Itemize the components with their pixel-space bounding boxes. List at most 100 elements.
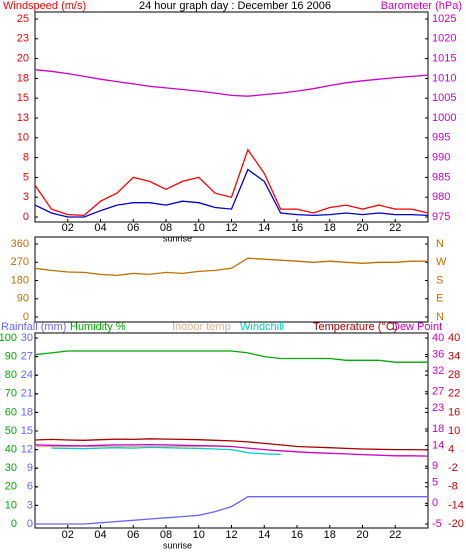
x-tick-label: 08 <box>160 529 172 541</box>
x-tick-label: 12 <box>225 222 237 234</box>
y-tick-label: S <box>436 274 443 286</box>
x-tick-label: 22 <box>389 222 401 234</box>
y-tick-label: 0 <box>27 518 33 530</box>
y-tick-label: 30 <box>21 332 33 344</box>
y-tick-label: 360 <box>11 238 29 250</box>
y-tick-label: 1015 <box>432 53 456 65</box>
x-tick-label: 12 <box>225 529 237 541</box>
y-tick-label: 16 <box>448 406 460 418</box>
series-line <box>34 257 428 277</box>
y-tick-label: -8 <box>448 481 458 493</box>
y-tick-label: E <box>436 293 443 305</box>
x-tick-label: 18 <box>324 222 336 234</box>
y-tick-label: 995 <box>432 132 450 144</box>
y-tick-label: 3 <box>27 499 33 511</box>
y-tick-label: 180 <box>11 274 29 286</box>
y-tick-label: -5 <box>432 518 442 530</box>
y-tick-label: 0 <box>23 211 29 223</box>
y-tick-label: 975 <box>432 211 450 223</box>
y-tick-label: 21 <box>21 388 33 400</box>
y-tick-label: 985 <box>432 171 450 183</box>
y-tick-label: 1005 <box>432 92 456 104</box>
legend-label: Windspeed (m/s) <box>3 0 86 12</box>
x-tick-label: 20 <box>356 529 368 541</box>
y-tick-label: 5 <box>23 171 29 183</box>
y-tick-label: 90 <box>5 351 17 363</box>
y-tick-label: 4 <box>448 444 454 456</box>
legend-label: Rainfall (mm) <box>1 321 66 333</box>
y-tick-label: 9 <box>27 462 33 474</box>
y-tick-label: W <box>436 256 447 268</box>
y-tick-label: 30 <box>5 462 17 474</box>
y-tick-label: 32 <box>432 365 444 377</box>
series-line <box>34 148 429 217</box>
x-tick-label: 04 <box>94 222 106 234</box>
y-tick-label: 23 <box>17 33 29 45</box>
x-tick-label: 02 <box>62 222 74 234</box>
y-tick-label: 9 <box>432 460 438 472</box>
x-tick-label: 04 <box>94 529 106 541</box>
y-tick-label: 980 <box>432 191 450 203</box>
x-tick-label: 10 <box>193 529 205 541</box>
y-tick-label: 3 <box>23 191 29 203</box>
x-tick-label: 06 <box>127 529 139 541</box>
series-line <box>34 69 429 97</box>
y-tick-label: -20 <box>448 518 464 530</box>
sunrise-label: sunrise <box>163 233 192 243</box>
y-tick-label: 1020 <box>432 33 456 45</box>
y-tick-label: 18 <box>21 406 33 418</box>
y-tick-label: 8 <box>23 152 29 164</box>
x-tick-label: 18 <box>324 529 336 541</box>
y-tick-label: 50 <box>5 425 17 437</box>
x-tick-label: 08 <box>160 222 172 234</box>
x-tick-label: 22 <box>389 529 401 541</box>
legend-label: Humidity % <box>70 321 126 333</box>
series-line <box>34 168 429 218</box>
y-tick-label: 24 <box>21 369 33 381</box>
series-line <box>34 438 429 451</box>
series-line <box>35 496 428 525</box>
legend-label: Indoor temp <box>172 321 231 333</box>
y-tick-label: 18 <box>432 423 444 435</box>
legend-label: Windchill <box>240 321 284 333</box>
y-tick-label: 27 <box>432 386 444 398</box>
y-tick-label: N <box>436 311 444 323</box>
x-tick-label: 14 <box>258 529 270 541</box>
y-tick-label: 40 <box>432 332 444 344</box>
y-tick-label: 10 <box>448 425 460 437</box>
y-tick-label: 20 <box>5 481 17 493</box>
x-tick-label: 20 <box>356 222 368 234</box>
y-tick-label: 40 <box>448 332 460 344</box>
y-tick-label: 90 <box>17 293 29 305</box>
y-tick-label: 28 <box>448 369 460 381</box>
chart-title: 24 hour graph day : December 16 2006 <box>139 0 331 12</box>
y-tick-label: 80 <box>5 369 17 381</box>
y-tick-label: 1025 <box>432 13 456 25</box>
y-tick-label: 27 <box>21 351 33 363</box>
y-tick-label: 15 <box>17 92 29 104</box>
y-tick-label: 6 <box>27 481 33 493</box>
y-tick-label: 10 <box>17 132 29 144</box>
y-tick-label: 13 <box>17 112 29 124</box>
legend-label: Barometer (hPa) <box>381 0 462 12</box>
y-tick-label: 23 <box>432 402 444 414</box>
y-tick-label: 34 <box>448 351 460 363</box>
y-tick-label: 12 <box>21 444 33 456</box>
plot-frame <box>34 236 429 323</box>
y-tick-label: 25 <box>17 13 29 25</box>
y-tick-label: 14 <box>432 439 444 451</box>
y-tick-label: 0 <box>23 311 29 323</box>
x-tick-label: 06 <box>127 222 139 234</box>
y-tick-label: 60 <box>5 406 17 418</box>
series-line <box>51 446 281 455</box>
y-tick-label: 20 <box>17 53 29 65</box>
x-tick-label: 10 <box>193 222 205 234</box>
plot-frame <box>34 332 429 529</box>
y-tick-label: 36 <box>432 348 444 360</box>
plot-frame <box>34 11 429 223</box>
y-tick-label: 1010 <box>432 72 456 84</box>
y-tick-label: 990 <box>432 152 450 164</box>
y-tick-label: 0 <box>11 518 17 530</box>
y-tick-label: 0 <box>432 497 438 509</box>
